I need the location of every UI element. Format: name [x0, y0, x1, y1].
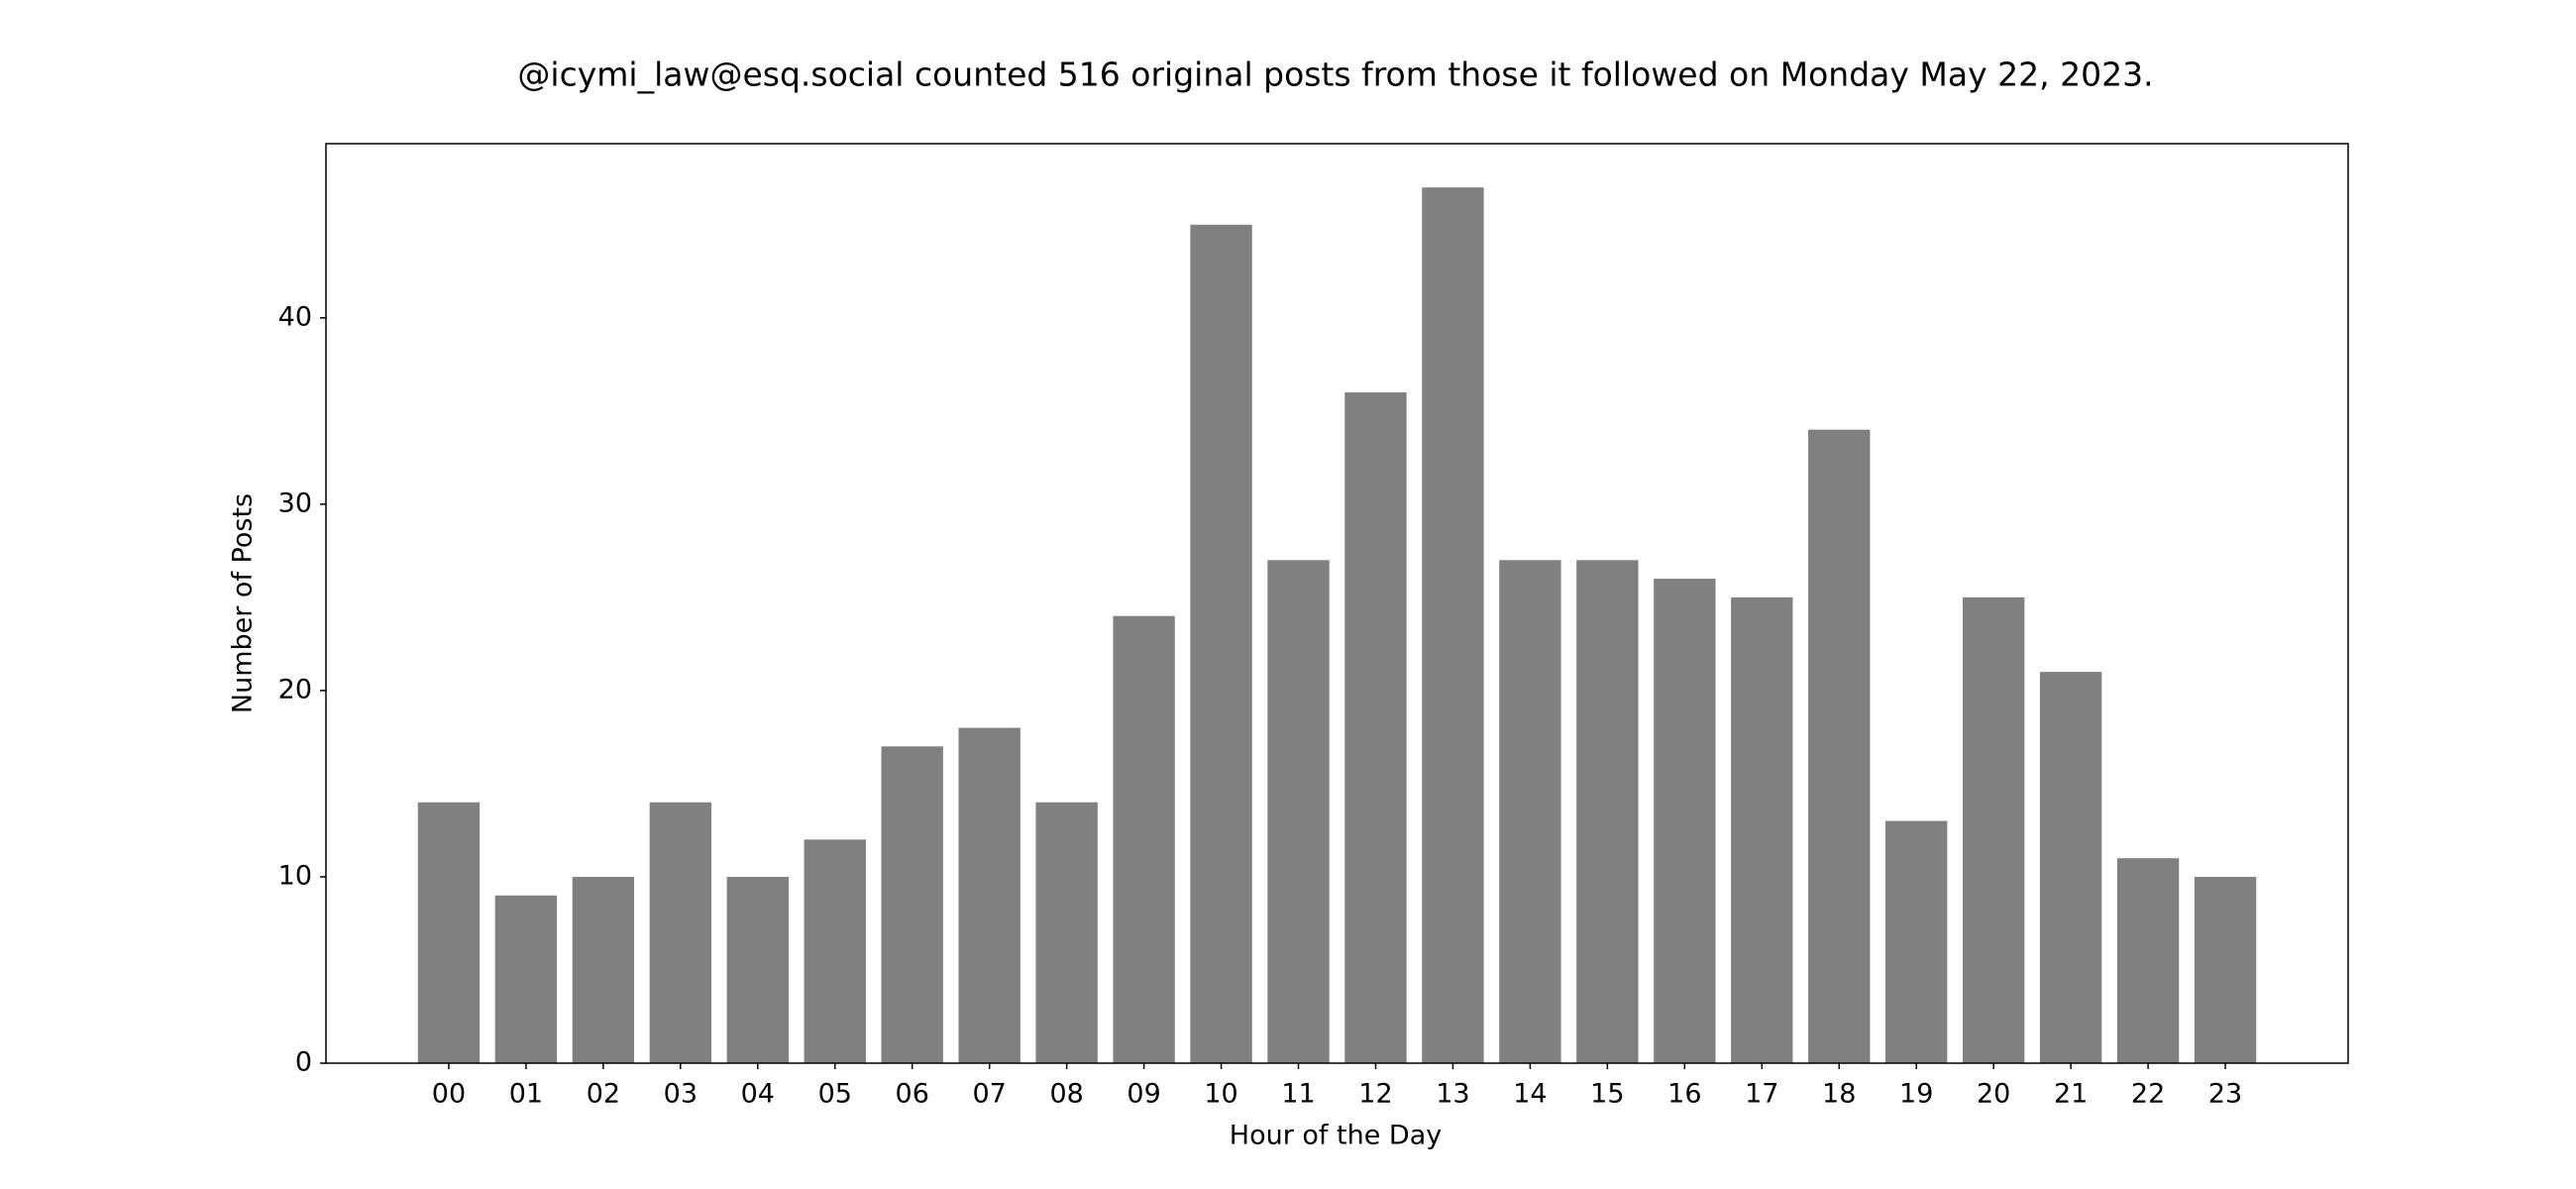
- x-tick-label: 05: [818, 1079, 852, 1110]
- bar: [726, 876, 789, 1063]
- y-tick-label: 40: [278, 301, 312, 332]
- x-tick-label: 17: [1745, 1079, 1778, 1110]
- x-tick-label: 18: [1822, 1079, 1856, 1110]
- bar: [1731, 596, 1793, 1063]
- bar: [958, 727, 1020, 1063]
- chart-title: @icymi_law@esq.social counted 516 origin…: [517, 55, 2153, 94]
- x-tick-label: 10: [1204, 1079, 1237, 1110]
- bar: [1885, 820, 1948, 1063]
- x-tick-label: 22: [2131, 1079, 2165, 1110]
- x-tick-label: 06: [896, 1079, 929, 1110]
- bar: [2194, 876, 2257, 1063]
- bar: [1035, 802, 1098, 1063]
- x-tick-label: 03: [664, 1079, 698, 1110]
- bar: [2039, 672, 2102, 1063]
- bar: [417, 802, 481, 1063]
- plot-frame: [325, 143, 2349, 1064]
- bar: [494, 895, 558, 1063]
- x-tick-label: 15: [1590, 1079, 1624, 1110]
- bar: [1576, 560, 1639, 1063]
- bar: [2116, 858, 2180, 1063]
- bar: [1422, 187, 1484, 1063]
- bar: [572, 876, 635, 1063]
- x-tick-label: 01: [509, 1079, 543, 1110]
- x-tick-label: 14: [1513, 1079, 1547, 1110]
- x-tick-label: 02: [587, 1079, 620, 1110]
- bar: [1344, 392, 1407, 1063]
- x-tick-label: 20: [1977, 1079, 2010, 1110]
- bar: [1113, 615, 1175, 1063]
- bar: [649, 802, 712, 1063]
- bar: [804, 839, 866, 1063]
- x-axis-label: Hour of the Day: [1230, 1121, 1442, 1151]
- bar: [1962, 596, 2025, 1063]
- x-tick-label: 00: [432, 1079, 466, 1110]
- y-tick-label: 10: [278, 860, 312, 891]
- x-tick-label: 19: [1899, 1079, 1933, 1110]
- x-tick-label: 11: [1281, 1079, 1315, 1110]
- bar: [1499, 560, 1561, 1063]
- bar: [1190, 224, 1252, 1064]
- bar: [1654, 579, 1716, 1063]
- bar: [1267, 560, 1330, 1063]
- x-tick-label: 04: [741, 1079, 775, 1110]
- x-tick-label: 08: [1049, 1079, 1083, 1110]
- bar: [1808, 429, 1871, 1063]
- x-tick-label: 21: [2054, 1079, 2088, 1110]
- y-tick-label: 0: [295, 1047, 312, 1078]
- x-tick-label: 07: [972, 1079, 1006, 1110]
- y-tick-label: 20: [278, 674, 312, 704]
- x-tick-label: 09: [1127, 1079, 1160, 1110]
- x-tick-label: 16: [1667, 1079, 1701, 1110]
- y-tick-label: 30: [278, 487, 312, 518]
- x-tick-label: 13: [1436, 1079, 1469, 1110]
- x-tick-label: 12: [1358, 1079, 1392, 1110]
- y-axis-label: Number of Posts: [228, 493, 259, 713]
- x-tick-label: 23: [2208, 1079, 2242, 1110]
- bar: [881, 746, 943, 1063]
